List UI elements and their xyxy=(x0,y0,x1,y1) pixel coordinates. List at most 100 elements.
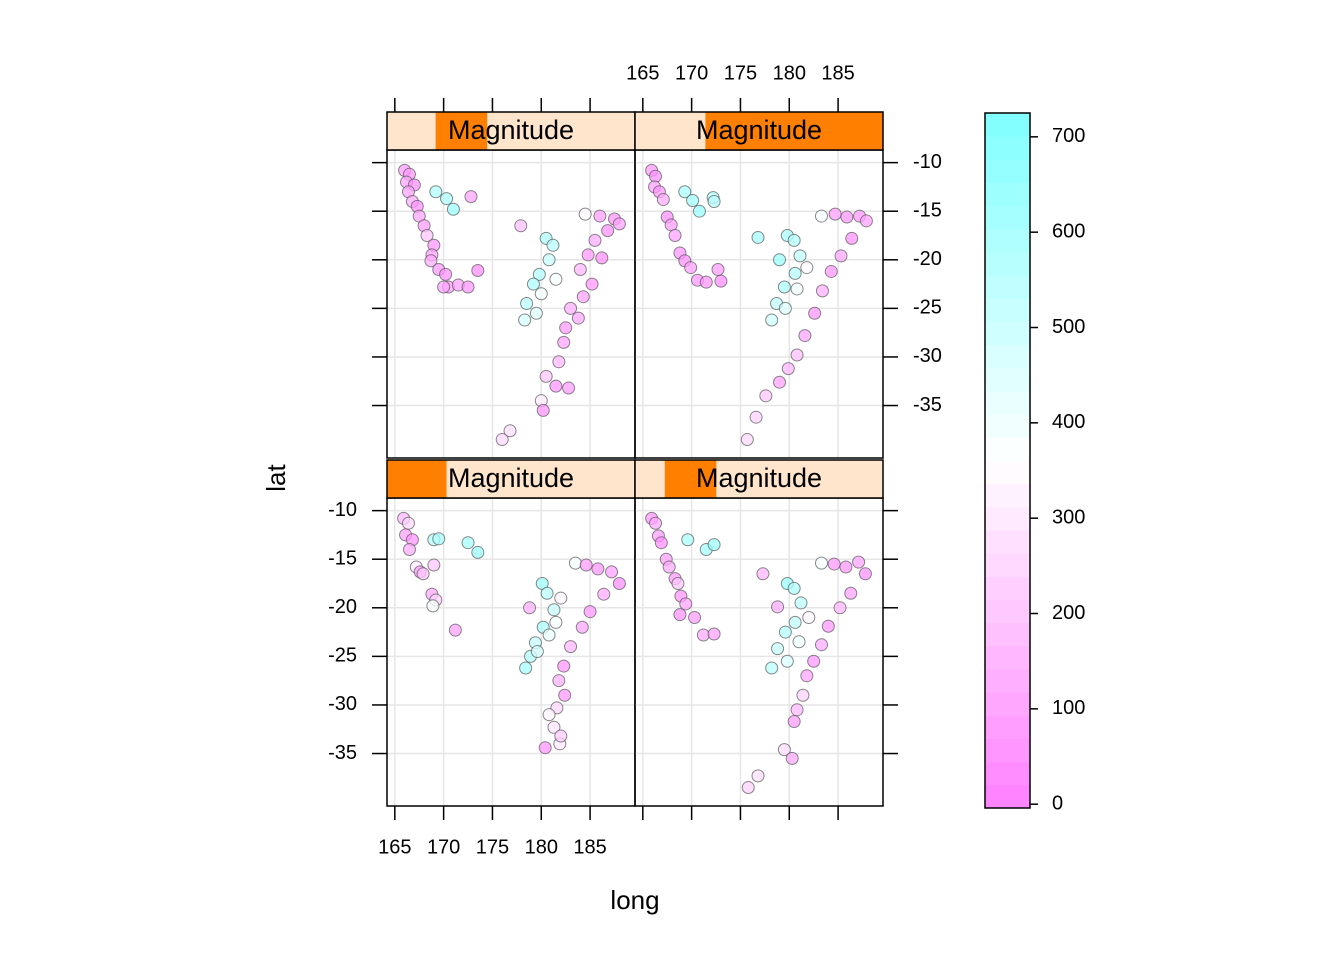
point xyxy=(714,274,728,288)
colorkey-label: 400 xyxy=(1052,411,1085,433)
colorkey-step xyxy=(985,414,1030,438)
point xyxy=(649,516,663,530)
point xyxy=(790,348,804,362)
point xyxy=(773,375,787,389)
point xyxy=(534,287,548,301)
point xyxy=(571,311,585,325)
point xyxy=(552,674,566,688)
colorkey-step xyxy=(985,182,1030,207)
colorkey-step xyxy=(985,506,1030,531)
y-tick-label: -25 xyxy=(328,645,357,667)
colorkey-label: 500 xyxy=(1052,316,1085,338)
x-tick-label: 175 xyxy=(476,836,509,858)
y-axis-title: lat xyxy=(261,463,291,491)
colorkey-step xyxy=(985,715,1030,739)
point xyxy=(845,231,859,245)
y-tick-label: -30 xyxy=(913,345,942,367)
point xyxy=(520,297,534,311)
point xyxy=(800,261,814,275)
point xyxy=(503,424,517,438)
point xyxy=(523,601,537,615)
point xyxy=(529,306,543,320)
point xyxy=(777,743,791,757)
point xyxy=(814,638,828,652)
point xyxy=(824,264,838,278)
x-tick-label: 165 xyxy=(626,62,659,84)
point xyxy=(751,769,765,783)
point xyxy=(741,781,755,795)
point xyxy=(785,751,799,765)
point xyxy=(794,596,808,610)
colorkey-label: 200 xyxy=(1052,602,1085,624)
point xyxy=(668,229,682,243)
point xyxy=(852,555,866,569)
strip-border xyxy=(634,111,884,151)
colorkey-step xyxy=(985,391,1030,415)
point xyxy=(707,538,721,552)
strip-label: Magnitude xyxy=(448,115,574,145)
point xyxy=(671,577,685,591)
x-tick-label: 170 xyxy=(675,62,708,84)
point xyxy=(557,335,571,349)
point xyxy=(519,661,533,675)
point xyxy=(554,729,568,743)
y-tick-label: -35 xyxy=(913,394,942,416)
point xyxy=(800,669,814,683)
point xyxy=(679,597,693,611)
point xyxy=(526,277,540,291)
point xyxy=(424,254,438,268)
point xyxy=(446,202,460,216)
point xyxy=(788,615,802,629)
point xyxy=(787,581,801,595)
point xyxy=(420,229,434,243)
point xyxy=(798,329,812,343)
point xyxy=(612,577,626,591)
point xyxy=(401,516,415,530)
point xyxy=(681,533,695,547)
point xyxy=(790,282,804,296)
colorkey-label: 300 xyxy=(1052,506,1085,528)
panel-border xyxy=(386,149,636,459)
point xyxy=(707,627,721,641)
colorkey-step xyxy=(985,275,1030,299)
y-tick-label: -20 xyxy=(328,596,357,618)
point xyxy=(612,217,626,231)
y-tick-label: -30 xyxy=(328,693,357,715)
point xyxy=(751,230,765,244)
strip-bg xyxy=(387,112,635,150)
point xyxy=(756,567,770,581)
colorkey-step xyxy=(985,553,1030,577)
point xyxy=(773,253,787,267)
point xyxy=(814,209,828,223)
colorkey-step xyxy=(985,437,1030,461)
colorkey-step xyxy=(985,692,1030,716)
point xyxy=(559,321,573,335)
colorkey-step xyxy=(985,530,1030,554)
strip-interval xyxy=(705,112,883,150)
point xyxy=(471,545,485,559)
point xyxy=(740,433,754,447)
y-tick-label: -25 xyxy=(913,297,942,319)
point xyxy=(547,720,561,734)
x-tick-label: 180 xyxy=(525,836,558,858)
colorkey-step xyxy=(985,599,1030,624)
point xyxy=(576,290,590,304)
colorkey-label: 100 xyxy=(1052,697,1085,719)
point xyxy=(844,586,858,600)
point xyxy=(815,284,829,298)
point xyxy=(605,565,619,579)
point xyxy=(781,362,795,376)
point xyxy=(564,640,578,654)
point xyxy=(765,313,779,327)
colorkey-step xyxy=(985,460,1030,485)
x-tick-label: 170 xyxy=(427,836,460,858)
y-tick-label: -20 xyxy=(913,248,942,270)
colorkey-step xyxy=(985,205,1030,230)
strip-interval xyxy=(664,460,717,498)
point xyxy=(530,645,544,659)
colorkey-border xyxy=(984,112,1031,809)
y-tick-label: -10 xyxy=(913,151,942,173)
colorkey-label: 700 xyxy=(1052,125,1085,147)
point xyxy=(426,599,440,613)
point xyxy=(771,642,785,656)
